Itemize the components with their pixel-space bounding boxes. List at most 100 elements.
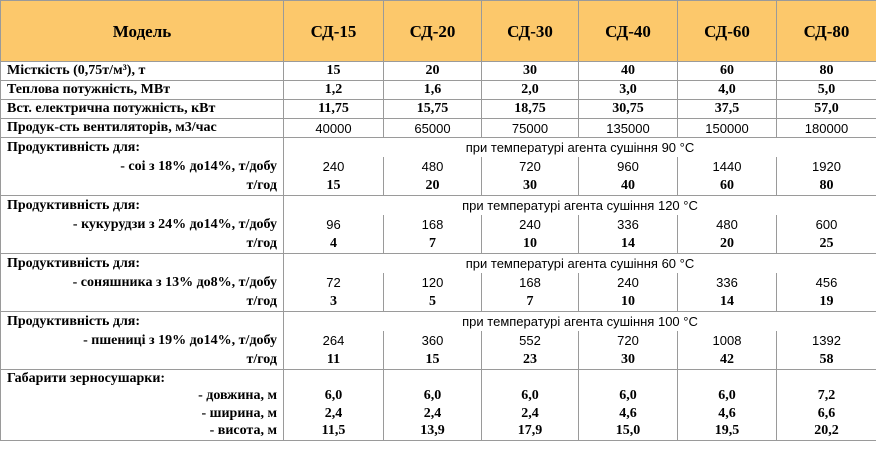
group-line: - соняшника з 13% до8%, т/добу 72 120 168 24…: [0, 273, 876, 292]
cell-value: 6,0: [481, 387, 579, 405]
group-title-row: Продуктивність для: при температурі агент…: [0, 137, 876, 157]
group-line: т/год 15 20 30 40 60 80: [0, 176, 876, 196]
cell-value: 720: [578, 331, 678, 350]
dimension-line: - довжина, м 6,0 6,0 6,0 6,0 6,0 7,2: [0, 387, 876, 405]
row-label: Продук-сть вентиляторів, м3/час: [0, 118, 284, 138]
cell-value: 4,6: [578, 405, 678, 423]
model-name: СД-30: [481, 0, 579, 62]
cell-value: 480: [383, 157, 482, 176]
cell-value: 456: [776, 273, 876, 292]
cell-value: 40000: [283, 118, 384, 138]
cell-value: 57,0: [776, 99, 876, 119]
cell-value: 600: [776, 215, 876, 234]
group-line: - пшениці з 19% до14%, т/добу 264 360 552 72…: [0, 331, 876, 350]
model-name: СД-40: [578, 0, 678, 62]
cell-value: 18,75: [481, 99, 579, 119]
empty-cell: [283, 369, 384, 388]
dimensions-title-row: Габарити зерносушарки:: [0, 369, 876, 388]
cell-value: 4,6: [677, 405, 777, 423]
cell-value: 20: [677, 234, 777, 254]
cell-value: 20: [383, 176, 482, 196]
cell-value: 6,6: [776, 405, 876, 423]
spec-row: Продук-сть вентиляторів, м3/час 40000 6500…: [0, 118, 876, 138]
cell-value: 40: [578, 61, 678, 81]
group-title: Продуктивність для:: [0, 311, 284, 331]
row-label: Теплова потужність, МВт: [0, 80, 284, 100]
cell-value: 20: [383, 61, 482, 81]
line-label: - пшениці з 19% до14%, т/добу: [0, 331, 284, 350]
empty-cell: [776, 369, 876, 388]
cell-value: 10: [481, 234, 579, 254]
cell-value: 10: [578, 292, 678, 312]
cell-value: 240: [283, 157, 384, 176]
cell-value: 150000: [677, 118, 777, 138]
cell-value: 25: [776, 234, 876, 254]
cell-value: 15,0: [578, 422, 678, 441]
empty-cell: [481, 369, 579, 388]
cell-value: 15: [283, 176, 384, 196]
model-name: СД-15: [283, 0, 384, 62]
cell-value: 336: [677, 273, 777, 292]
cell-value: 480: [677, 215, 777, 234]
group-condition: при температурі агента сушіння 100 °С: [283, 311, 876, 331]
cell-value: 6,0: [283, 387, 384, 405]
cell-value: 2,4: [383, 405, 482, 423]
group-title: Продуктивність для:: [0, 195, 284, 215]
cell-value: 960: [578, 157, 678, 176]
cell-value: 7: [481, 292, 579, 312]
cell-value: 1,2: [283, 80, 384, 100]
cell-value: 6,0: [677, 387, 777, 405]
cell-value: 30: [481, 61, 579, 81]
cell-value: 240: [481, 215, 579, 234]
dimension-line: - висота, м 11,5 13,9 17,9 15,0 19,5 20,2: [0, 422, 876, 441]
cell-value: 3: [283, 292, 384, 312]
cell-value: 20,2: [776, 422, 876, 441]
cell-value: 15: [383, 350, 482, 370]
cell-value: 60: [677, 61, 777, 81]
cell-value: 19,5: [677, 422, 777, 441]
cell-value: 552: [481, 331, 579, 350]
group-title: Продуктивність для:: [0, 137, 284, 157]
group-condition: при температурі агента сушіння 120 °С: [283, 195, 876, 215]
cell-value: 168: [481, 273, 579, 292]
cell-value: 65000: [383, 118, 482, 138]
line-label: - висота, м: [0, 422, 284, 441]
cell-value: 96: [283, 215, 384, 234]
cell-value: 1008: [677, 331, 777, 350]
cell-value: 6,0: [578, 387, 678, 405]
cell-value: 80: [776, 61, 876, 81]
cell-value: 180000: [776, 118, 876, 138]
group-title-row: Продуктивність для: при температурі агент…: [0, 253, 876, 273]
model-name: СД-60: [677, 0, 777, 62]
cell-value: 14: [578, 234, 678, 254]
line-label: - ширина, м: [0, 405, 284, 423]
dimension-line: - ширина, м 2,4 2,4 2,4 4,6 4,6 6,6: [0, 405, 876, 423]
cell-value: 15,75: [383, 99, 482, 119]
row-label: Вст. електрична потужність, кВт: [0, 99, 284, 119]
cell-value: 80: [776, 176, 876, 196]
line-label: т/год: [0, 176, 284, 196]
group-line: т/год 11 15 23 30 42 58: [0, 350, 876, 370]
cell-value: 264: [283, 331, 384, 350]
cell-value: 42: [677, 350, 777, 370]
cell-value: 2,4: [481, 405, 579, 423]
group-title-row: Продуктивність для: при температурі агент…: [0, 311, 876, 331]
cell-value: 30: [578, 350, 678, 370]
cell-value: 1,6: [383, 80, 482, 100]
dimensions-title: Габарити зерносушарки:: [0, 369, 284, 388]
model-name: СД-80: [776, 0, 876, 62]
cell-value: 3,0: [578, 80, 678, 100]
cell-value: 120: [383, 273, 482, 292]
cell-value: 240: [578, 273, 678, 292]
group-title: Продуктивність для:: [0, 253, 284, 273]
cell-value: 7,2: [776, 387, 876, 405]
cell-value: 58: [776, 350, 876, 370]
cell-value: 7: [383, 234, 482, 254]
cell-value: 14: [677, 292, 777, 312]
line-label: - кукурудзи з 24% до14%, т/добу: [0, 215, 284, 234]
cell-value: 5: [383, 292, 482, 312]
group-title-row: Продуктивність для: при температурі агент…: [0, 195, 876, 215]
cell-value: 720: [481, 157, 579, 176]
cell-value: 11,5: [283, 422, 384, 441]
